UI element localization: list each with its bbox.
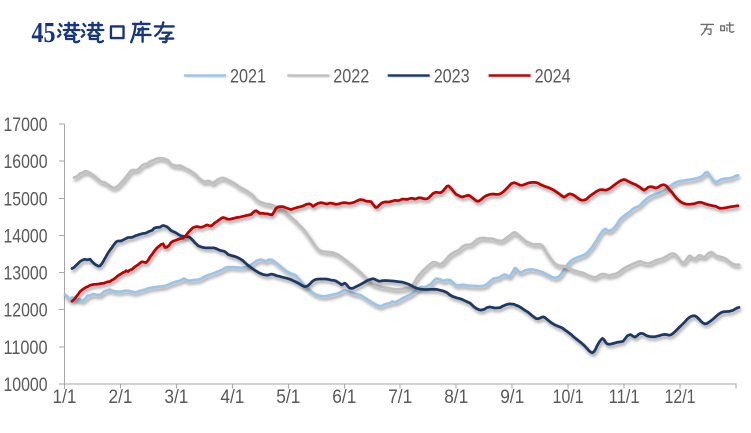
svg-text:17000: 17000 <box>4 114 48 136</box>
svg-text:5/1: 5/1 <box>276 386 300 408</box>
svg-text:7/1: 7/1 <box>388 386 412 408</box>
svg-text:4/1: 4/1 <box>220 386 244 408</box>
svg-text:11/1: 11/1 <box>609 386 640 408</box>
svg-text:1/1: 1/1 <box>53 386 77 408</box>
svg-text:2/1: 2/1 <box>109 386 133 408</box>
svg-text:8/1: 8/1 <box>444 386 468 408</box>
svg-text:9/1: 9/1 <box>500 386 524 408</box>
svg-text:2021: 2021 <box>230 66 266 88</box>
svg-text:2024: 2024 <box>535 66 571 88</box>
svg-text:2023: 2023 <box>434 66 470 88</box>
svg-text:6/1: 6/1 <box>332 386 356 408</box>
svg-text:45: 45 <box>32 17 56 49</box>
svg-text:10000: 10000 <box>4 374 48 396</box>
svg-text:11000: 11000 <box>4 337 48 359</box>
svg-text:12000: 12000 <box>4 300 48 322</box>
svg-text:10/1: 10/1 <box>553 386 584 408</box>
svg-text:16000: 16000 <box>4 151 48 173</box>
svg-text:13000: 13000 <box>4 263 48 285</box>
svg-text:14000: 14000 <box>4 225 48 247</box>
svg-text:12/1: 12/1 <box>665 386 696 408</box>
svg-text:3/1: 3/1 <box>164 386 188 408</box>
svg-text:2022: 2022 <box>333 66 369 88</box>
svg-text:15000: 15000 <box>4 188 48 210</box>
